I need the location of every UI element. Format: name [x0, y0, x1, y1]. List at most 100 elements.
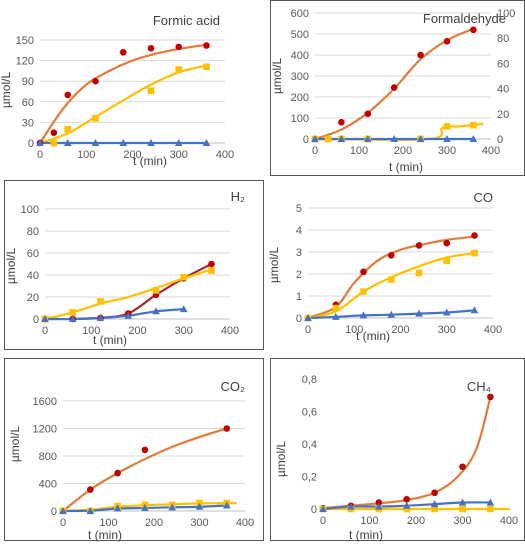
chart-co: 0 1 2 3 4 5 0 100 200 300 400 CO t (min) µmol/L: [267, 180, 525, 350]
x-tick-label-h2: 200: [128, 325, 146, 337]
y-tick-label-formaldehyde: 200: [291, 92, 309, 104]
y-axis-label-co2: µmol/L: [8, 426, 22, 463]
y-tick-label-ch4: 0,2: [302, 472, 317, 484]
x-tick-label-co: 100: [345, 324, 363, 336]
y-tick-label-co2: 0: [51, 506, 57, 518]
data-point-triangle-co2: [113, 504, 122, 512]
y-axis-label-h2: µmol/L: [4, 248, 18, 285]
data-point-circle-formic-acid: [50, 129, 58, 136]
data-point-triangle-co2: [141, 503, 149, 511]
data-point-triangle-co: [387, 310, 396, 318]
y-tick-label-formic-acid: 60: [22, 97, 34, 109]
data-point-triangle-co: [415, 309, 423, 317]
data-point-circle-co2: [114, 469, 121, 477]
data-point-circle-formic-acid: [64, 91, 72, 99]
data-point-triangle-ch4: [430, 500, 439, 508]
data-point-triangle-formaldehyde: [311, 135, 319, 142]
data-point-triangle-h2: [41, 315, 49, 322]
y-tick-label-co2: 800: [39, 451, 57, 463]
data-point-triangle-co2: [59, 507, 67, 514]
y-tick-label-h2: 100: [21, 204, 39, 216]
data-point-triangle-ch4: [458, 498, 467, 506]
data-point-triangle-ch4: [347, 502, 355, 510]
data-point-circle-formaldehyde: [470, 26, 477, 34]
data-point-square-h2: [208, 267, 215, 274]
chart-title-h2: H₂: [231, 189, 245, 204]
data-point-circle-formic-acid: [92, 77, 99, 85]
y2-tick-label-formaldehyde: 20: [497, 109, 509, 121]
data-point-circle-co2: [223, 425, 231, 432]
x-tick-label-co2: 100: [99, 517, 117, 529]
x-tick-label-h2: 300: [175, 325, 193, 337]
x-tick-label-h2: 0: [42, 325, 48, 337]
y-axis-label-formaldehyde: µmol/L: [270, 58, 284, 95]
chart-co2-plot: 0 400 800 1200 1600 0 100 200 300 400 CO₂ t (min) µm…: [8, 379, 254, 542]
x-axis-label-formaldehyde: t (min): [389, 160, 423, 174]
data-point-square-formic-acid: [50, 139, 58, 147]
data-point-triangle-co2: [168, 503, 176, 511]
chart-ch4-plot: 0 0,2 0,4 0,6 0,8 0 100 200 300 400 CH₄ t (min) µmol…: [274, 374, 518, 542]
data-point-circle-co: [415, 242, 423, 249]
y-tick-label-co2: 400: [39, 479, 57, 491]
data-point-square-h2: [180, 273, 188, 281]
x-axis-label-co: t (min): [356, 329, 390, 343]
data-point-triangle-formic-acid: [36, 139, 44, 146]
data-point-triangle-formic-acid: [63, 139, 72, 146]
data-point-circle-co2: [141, 446, 149, 454]
x-tick-label-co2: 0: [60, 517, 66, 529]
data-point-triangle-h2: [68, 315, 77, 322]
data-point-triangle-h2: [96, 313, 105, 321]
x-tick-label-formaldehyde: 100: [350, 145, 368, 157]
data-point-circle-formaldehyde: [443, 38, 451, 45]
x-tick-label-ch4: 300: [453, 515, 471, 527]
data-point-triangle-formaldehyde: [337, 135, 346, 142]
x-tick-label-formaldehyde: 300: [438, 145, 456, 157]
data-point-circle-co: [471, 232, 478, 239]
data-point-triangle-ch4: [486, 498, 495, 506]
x-tick-label-ch4: 0: [320, 515, 326, 527]
data-point-triangle-co2: [223, 501, 231, 509]
data-point-square-co: [332, 304, 340, 312]
data-point-circle-co: [443, 239, 451, 247]
y-tick-label-h2: 0: [33, 314, 39, 326]
y-axis-label-co: µmol/L: [267, 247, 281, 284]
x-tick-label-ch4: 200: [407, 515, 425, 527]
data-point-triangle-formaldehyde: [443, 135, 451, 142]
y-tick-label-ch4: 0: [311, 504, 317, 516]
y-tick-label-ch4: 0,8: [302, 374, 317, 386]
y-tick-label-formic-acid: 150: [16, 35, 34, 47]
data-point-circle-formic-acid: [175, 43, 183, 51]
y-tick-label-h2: 40: [27, 270, 39, 282]
x-axis-label-co2: t (min): [88, 528, 122, 542]
data-point-square-ch4: [487, 505, 494, 513]
data-point-triangle-formaldehyde: [364, 135, 372, 142]
data-point-triangle-formic-acid: [119, 139, 128, 146]
data-point-triangle-co2: [195, 502, 204, 510]
y-axis-label-ch4: µmol/L: [274, 441, 288, 478]
data-point-square-h2: [97, 298, 104, 305]
series-line-co2-0: [61, 427, 228, 513]
x-tick-label-formaldehyde: 400: [482, 145, 500, 157]
data-point-circle-co2: [87, 486, 94, 493]
chart-h2-plot: 0 20 40 60 80 100 0 100 200 300 400 H₂ t (min) µmol/L: [4, 189, 245, 347]
x-tick-label-formaldehyde: 0: [312, 145, 318, 157]
x-axis-label-ch4: t (min): [349, 528, 383, 542]
y-axis-label-formic-acid: µmol/L: [0, 72, 13, 109]
y-tick-label-h2: 80: [27, 226, 39, 238]
data-point-circle-formic-acid: [119, 49, 127, 56]
data-point-square-h2: [69, 309, 77, 316]
y-tick-label-co: 1: [296, 291, 302, 303]
chart-formic-acid-plot: 0 30 60 90 120 150 0 100 200 300 400 Formic acid t (…: [0, 13, 234, 168]
x-tick-label-co: 300: [438, 324, 456, 336]
x-axis-label-h2: t (min): [93, 333, 127, 347]
y2-tick-label-formaldehyde: 40: [497, 84, 509, 96]
data-point-circle-formaldehyde: [390, 84, 398, 91]
x-tick-label-co2: 200: [145, 517, 163, 529]
y-tick-label-co2: 1600: [33, 396, 57, 408]
data-point-square-formaldehyde: [470, 121, 477, 129]
x-tick-label-formic-acid: 200: [123, 149, 141, 161]
data-point-circle-ch4: [403, 495, 410, 503]
y-tick-label-co: 3: [296, 247, 302, 259]
data-point-square-formaldehyde: [443, 123, 451, 130]
x-axis-label-formic-acid: t (min): [133, 154, 167, 168]
